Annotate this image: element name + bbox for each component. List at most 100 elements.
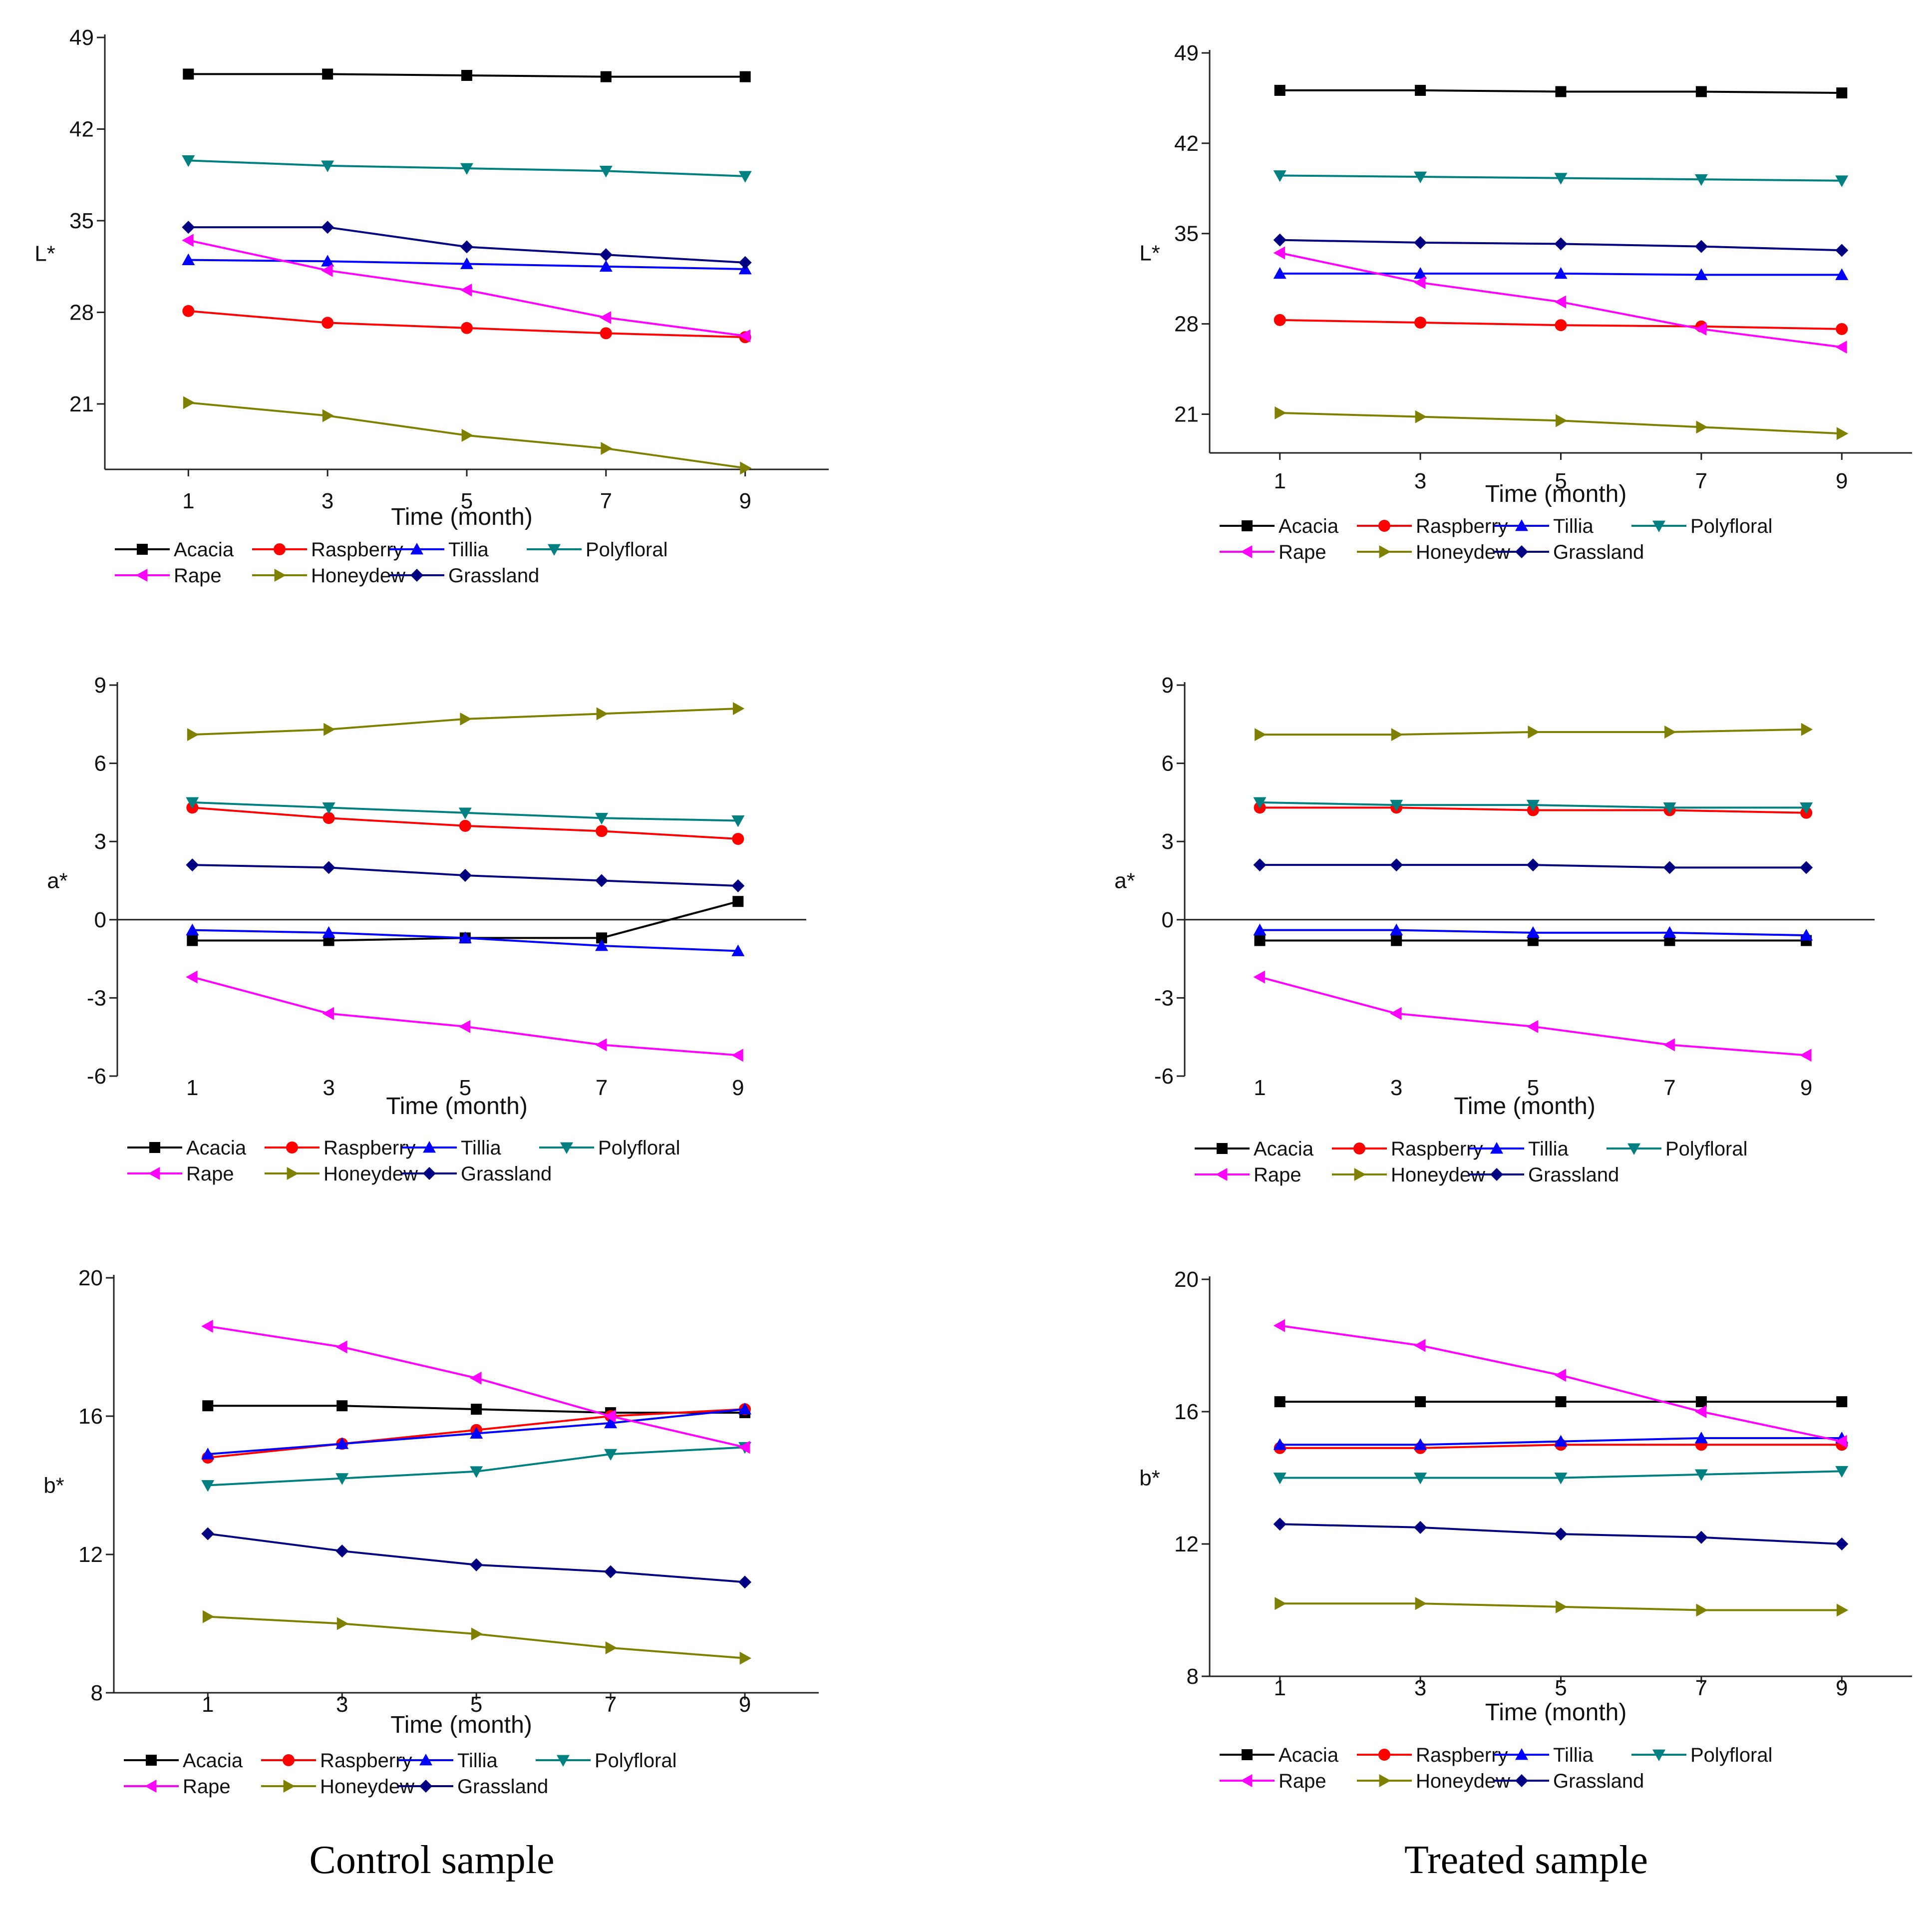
- legend-item-rape: Rape: [1195, 1164, 1301, 1186]
- legend: Acacia Raspberry Tillia Polyfloral Rape Honey…: [1220, 1744, 1773, 1792]
- legend-item-acacia: Acacia: [124, 1750, 243, 1772]
- legend-marker: [146, 1755, 157, 1766]
- x-tick-label: 1: [1254, 1076, 1266, 1100]
- data-point: [321, 264, 333, 277]
- legend-label: Raspberry: [320, 1750, 412, 1772]
- data-point: [460, 257, 473, 269]
- legend-label: Acacia: [1254, 1138, 1314, 1160]
- data-point: [459, 819, 471, 832]
- data-point: [182, 234, 194, 247]
- series-line: [1259, 976, 1807, 1057]
- data-point: [1414, 1473, 1427, 1485]
- data-point: [1696, 420, 1708, 434]
- data-point: [186, 970, 198, 984]
- data-point: [1694, 1432, 1708, 1444]
- data-point: [1390, 1007, 1402, 1020]
- y-tick-label: -3: [1154, 986, 1174, 1010]
- data-point: [201, 1448, 215, 1460]
- legend-marker: [557, 1755, 570, 1767]
- data-point: [1800, 861, 1813, 874]
- data-point: [1254, 935, 1266, 946]
- data-point: [183, 68, 194, 80]
- legend-marker: [1652, 1749, 1665, 1761]
- x-tick-label: 7: [1695, 469, 1707, 493]
- data-point: [1554, 1369, 1566, 1382]
- legend-item-acacia: Acacia: [127, 1137, 247, 1159]
- x-tick-label: 7: [596, 1076, 608, 1100]
- data-point: [460, 240, 473, 254]
- data-point: [1835, 1435, 1847, 1448]
- data-point: [738, 1403, 752, 1415]
- legend-item-grassland: Grassland: [1494, 541, 1644, 563]
- x-tick-label: 9: [732, 1076, 744, 1100]
- data-point: [739, 71, 751, 82]
- x-tick-label: 7: [600, 489, 612, 513]
- legend-marker: [286, 1142, 298, 1153]
- legend-marker: [1242, 520, 1253, 531]
- legend-item-tillia: Tillia: [1494, 515, 1594, 537]
- data-point: [182, 305, 195, 317]
- data-point: [732, 702, 745, 715]
- legend-marker: [560, 1142, 573, 1154]
- data-point: [1556, 414, 1568, 427]
- y-tick-label: 16: [1174, 1400, 1199, 1424]
- legend-label: Polyfloral: [1665, 1138, 1748, 1160]
- data-point: [1273, 170, 1287, 182]
- data-point: [187, 728, 199, 742]
- legend-item-grassland: Grassland: [402, 1163, 552, 1185]
- data-point: [1694, 240, 1708, 253]
- x-tick-label: 3: [1390, 1076, 1402, 1100]
- y-tick-label: -6: [87, 1064, 106, 1089]
- data-point: [1415, 1597, 1427, 1610]
- y-tick-label: 20: [1174, 1267, 1199, 1292]
- data-point: [1694, 268, 1708, 280]
- data-point: [470, 1371, 482, 1385]
- legend-label: Raspberry: [311, 539, 403, 561]
- y-tick-label: 42: [69, 117, 94, 141]
- data-point: [1274, 1396, 1286, 1408]
- series-tillia: [186, 923, 745, 956]
- y-tick-label: 8: [91, 1681, 103, 1705]
- x-tick-label: 1: [182, 489, 194, 513]
- series-grassland: [1273, 1518, 1849, 1550]
- legend-item-tillia: Tillia: [389, 539, 489, 561]
- data-point: [470, 1427, 483, 1439]
- y-tick-label: 6: [1162, 752, 1174, 776]
- legend-item-polyfloral: Polyfloral: [1631, 1744, 1773, 1766]
- legend-marker: [1490, 1142, 1503, 1154]
- legend-item-grassland: Grassland: [1469, 1164, 1619, 1186]
- data-point: [1554, 237, 1568, 251]
- data-point: [605, 1641, 618, 1654]
- data-point: [1695, 86, 1707, 97]
- legend-item-acacia: Acacia: [115, 539, 234, 561]
- x-tick-label: 5: [461, 489, 473, 513]
- data-point: [1526, 799, 1540, 812]
- x-tick-label: 9: [739, 489, 751, 513]
- legend-label: Raspberry: [1391, 1138, 1483, 1160]
- data-point: [322, 1007, 334, 1020]
- legend-label: Tillia: [1553, 1744, 1594, 1766]
- legend-marker: [149, 1142, 160, 1153]
- data-point: [599, 165, 613, 178]
- data-point: [183, 396, 195, 409]
- data-point: [601, 442, 613, 455]
- data-point: [1554, 295, 1566, 309]
- chart-control-b: 8 12 16 20 1 3 5 7 9 b* Time (month) Acacia Raspberr…: [43, 1266, 819, 1798]
- data-point: [1556, 1600, 1568, 1613]
- data-point: [1800, 802, 1813, 814]
- legend-label: Raspberry: [323, 1137, 416, 1159]
- data-point: [1835, 1466, 1849, 1478]
- data-point: [1836, 427, 1849, 440]
- chart-treated-a: -6 -3 0 3 6 9 1 3 5 7 9 a* Time (month) Acacia Raspber…: [1114, 673, 1875, 1186]
- y-tick-label: 3: [94, 829, 106, 854]
- data-point: [595, 1038, 607, 1052]
- x-tick-label: 9: [1800, 1076, 1812, 1100]
- y-tick-label: 28: [1174, 312, 1199, 337]
- data-point: [322, 409, 334, 422]
- legend-label: Grassland: [1553, 1770, 1644, 1792]
- data-point: [322, 68, 333, 80]
- legend-label: Tillia: [457, 1750, 498, 1772]
- x-tick-label: 3: [1414, 469, 1426, 493]
- data-point: [604, 1565, 618, 1578]
- legend-item-honeydew: Honeydew: [265, 1163, 418, 1185]
